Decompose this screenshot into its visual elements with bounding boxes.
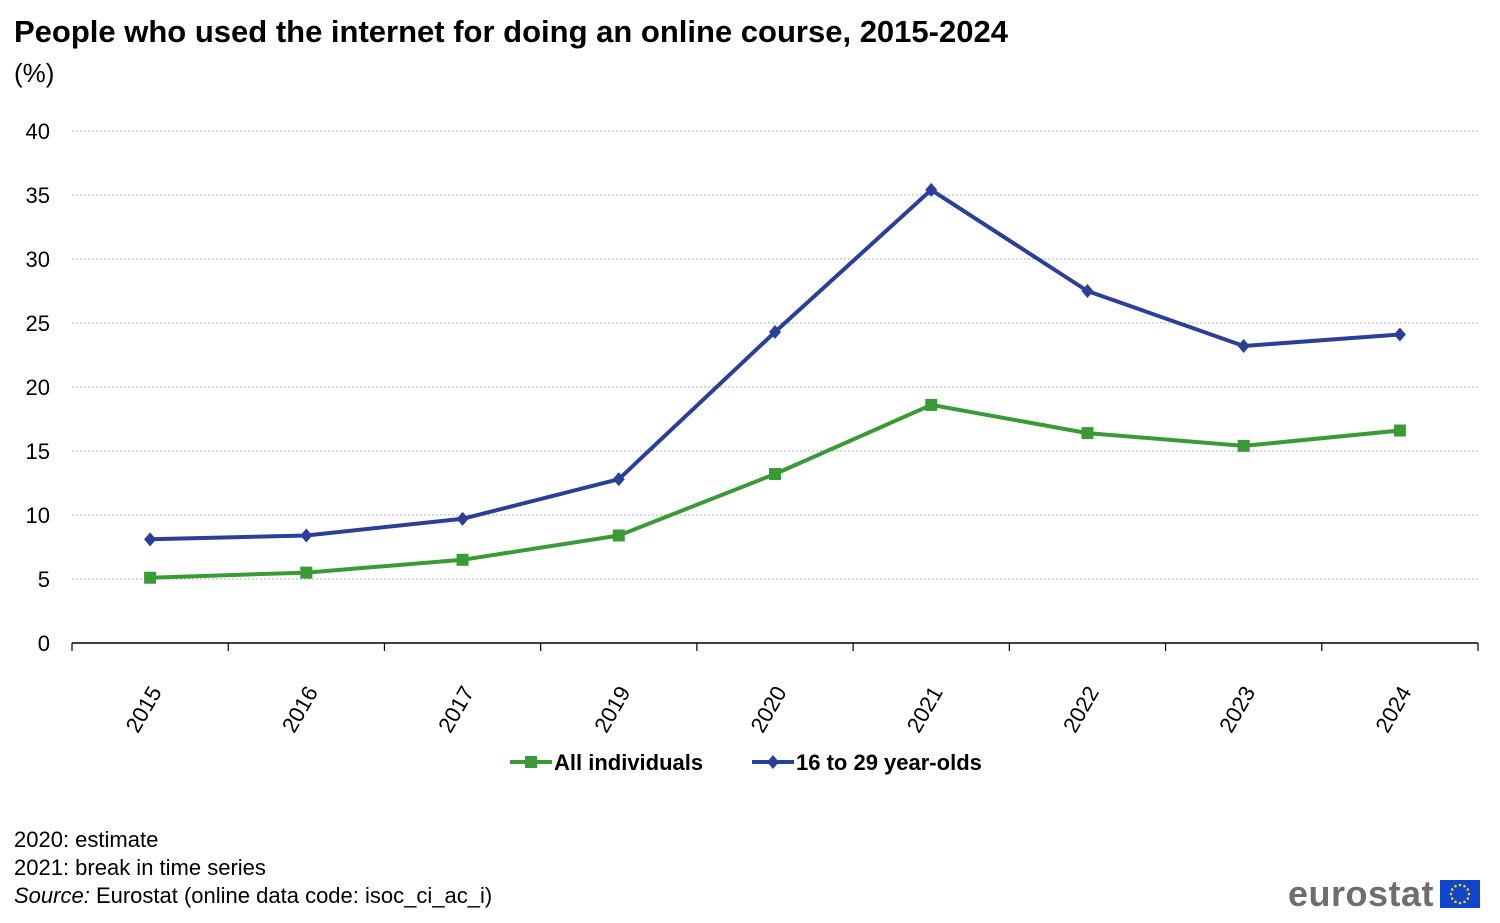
x-tick-label: 2022 [1058, 682, 1104, 737]
x-tick-label: 2023 [1214, 682, 1260, 737]
x-tick-label: 2024 [1370, 682, 1416, 737]
data-point-square [300, 566, 313, 579]
x-tick-label: 2016 [277, 682, 323, 737]
chart-title: People who used the internet for doing a… [14, 14, 1008, 49]
flag-star [1466, 897, 1470, 900]
flag-star [1454, 884, 1457, 888]
y-tick-label: 10 [26, 503, 50, 528]
data-point-diamond [456, 511, 469, 526]
chart-notes: 2020: estimate 2021: break in time serie… [14, 826, 492, 910]
data-point-diamond [612, 472, 625, 487]
chart-subtitle: (%) [14, 58, 55, 88]
data-point-diamond [144, 532, 157, 547]
flag-star [1449, 892, 1453, 896]
flag-star [1466, 888, 1470, 891]
y-tick-label: 30 [26, 247, 50, 272]
legend-label: All individuals [554, 750, 703, 775]
data-point-square [144, 571, 157, 584]
source-line: Source: Eurostat (online data code: isoc… [14, 882, 492, 910]
y-tick-label: 20 [26, 375, 50, 400]
flag-star [1458, 901, 1462, 905]
source-label: Source: [14, 883, 90, 908]
series-line-1 [150, 402, 1401, 580]
note-break: 2021: break in time series [14, 855, 266, 880]
y-tick-label: 15 [26, 439, 50, 464]
x-tick-label: 2017 [433, 682, 479, 737]
note-estimate: 2020: estimate [14, 827, 159, 852]
y-tick-label: 5 [38, 567, 50, 592]
eurostat-logo: eurostat [1288, 873, 1480, 915]
data-point-square [925, 398, 938, 411]
eu-flag-icon [1440, 880, 1480, 908]
y-tick-label: 40 [26, 119, 50, 144]
data-point-square [612, 529, 625, 542]
x-tick-label: 2021 [902, 682, 948, 737]
y-tick-label: 25 [26, 311, 50, 336]
flag-star [1463, 900, 1466, 904]
data-point-square [1081, 427, 1094, 440]
line-chart: 0 5 10 15 20 25 30 35 40 2015 2016 2017 2019 2020 2021… [26, 119, 1479, 775]
data-point-square [769, 468, 781, 481]
series-line-2 [150, 187, 1401, 542]
data-point-diamond [925, 182, 938, 197]
legend-marker-square [525, 756, 537, 768]
x-tick-label: 2019 [589, 682, 635, 737]
data-point-square [1393, 424, 1406, 437]
legend-label: 16 to 29 year-olds [796, 750, 982, 775]
logo-text: eurostat [1287, 873, 1434, 914]
flag-star [1450, 888, 1454, 891]
x-tick-label: 2020 [745, 682, 791, 737]
y-tick-label: 35 [26, 183, 50, 208]
legend-marker-diamond [767, 755, 779, 769]
x-tick-label: 2015 [121, 682, 167, 737]
flag-star [1467, 892, 1471, 896]
data-point-square [456, 553, 469, 566]
data-point-diamond [769, 324, 781, 339]
y-tick-label: 0 [38, 631, 50, 656]
flag-star [1463, 884, 1466, 888]
data-point-diamond [300, 528, 313, 543]
flag-star [1458, 883, 1462, 887]
data-point-diamond [1081, 284, 1094, 298]
flag-star [1450, 897, 1454, 900]
flag-star [1454, 900, 1457, 904]
data-point-square [1237, 439, 1250, 452]
source-text: Eurostat (online data code: isoc_ci_ac_i… [89, 883, 493, 908]
data-point-diamond [1237, 339, 1250, 354]
data-point-diamond [1393, 327, 1406, 342]
